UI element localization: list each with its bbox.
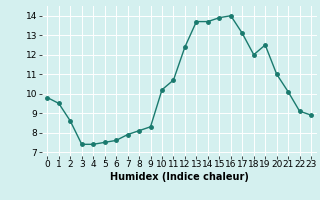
X-axis label: Humidex (Indice chaleur): Humidex (Indice chaleur) xyxy=(110,172,249,182)
